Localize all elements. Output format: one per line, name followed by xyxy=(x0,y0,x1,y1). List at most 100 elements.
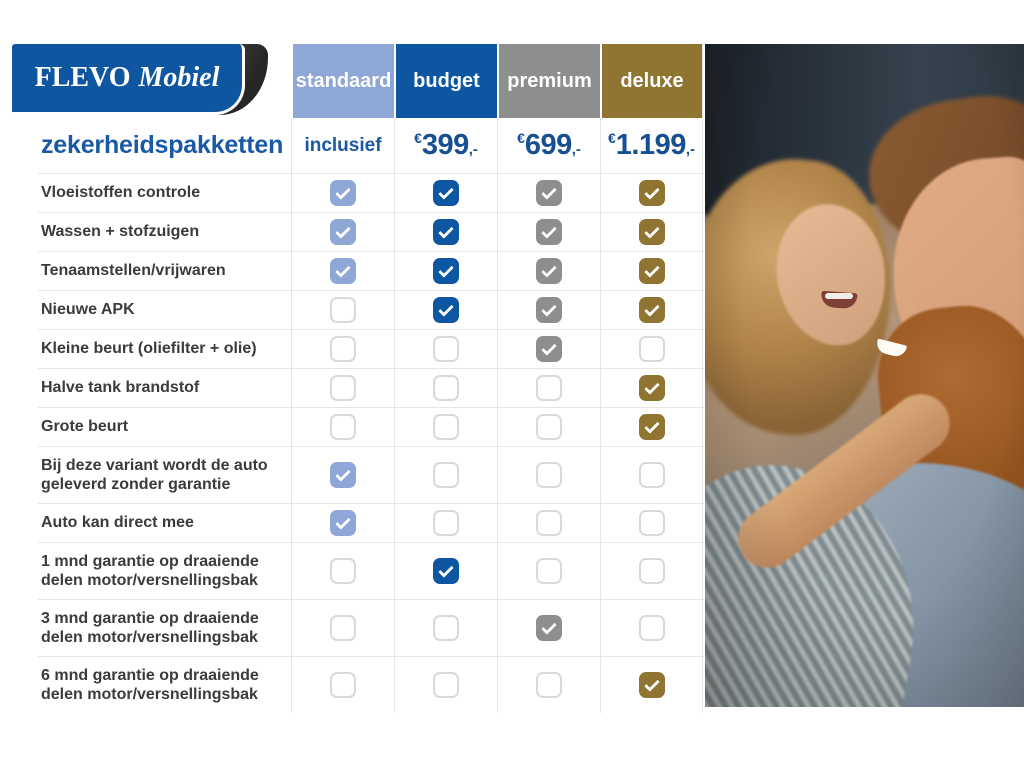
checkbox-premium xyxy=(536,375,562,401)
checkbox-deluxe xyxy=(638,414,665,440)
checkbox-standaard xyxy=(330,462,356,488)
price-row: zekerheidspakketten inclusief €399,- €69… xyxy=(38,118,704,173)
brand-logo: FLEVO Mobiel xyxy=(12,44,268,115)
checkbox-deluxe xyxy=(638,558,665,584)
price-deluxe: €1.199,- xyxy=(600,118,703,173)
checkbox-budget xyxy=(433,219,459,245)
checkbox-deluxe xyxy=(638,336,665,362)
checkbox-budget xyxy=(433,462,459,488)
checkbox-budget xyxy=(433,297,459,323)
feature-label: Halve tank brandstof xyxy=(41,379,200,397)
checkbox-premium xyxy=(536,336,562,362)
feature-label: Grote beurt xyxy=(41,418,129,436)
table-row: Vloeistoffen controle xyxy=(38,173,704,212)
price-premium: €699,- xyxy=(497,118,600,173)
checkbox-budget xyxy=(433,375,459,401)
logo-text-primary: FLEVO xyxy=(34,62,131,93)
checkbox-premium xyxy=(536,672,562,698)
header-spacer xyxy=(38,44,291,118)
price-suffix: ,- xyxy=(571,141,581,158)
logo-text-secondary: Mobiel xyxy=(138,62,220,93)
price-amount: 399 xyxy=(421,129,469,161)
checkbox-premium xyxy=(536,558,562,584)
table-row: Tenaamstellen/vrijwaren xyxy=(38,251,704,290)
checkbox-budget xyxy=(433,615,459,641)
checkbox-budget xyxy=(433,180,459,206)
table-row: Wassen + stofzuigen xyxy=(38,212,704,251)
page-title: zekerheidspakketten xyxy=(41,131,284,159)
promo-photo-couple-in-car xyxy=(705,44,1024,707)
currency-symbol: € xyxy=(607,130,616,146)
checkbox-premium xyxy=(536,462,562,488)
logo-block: FLEVO Mobiel xyxy=(12,44,245,115)
table-row: Kleine beurt (oliefilter + olie) xyxy=(38,329,704,368)
checkbox-budget xyxy=(433,672,459,698)
feature-label: 3 mnd garantie op draaiende delen motor/… xyxy=(41,609,259,646)
table-row: 6 mnd garantie op draaiende delen motor/… xyxy=(38,656,704,713)
checkbox-standaard xyxy=(330,336,356,362)
checkbox-deluxe xyxy=(638,180,665,206)
checkbox-standaard xyxy=(330,375,356,401)
table-row: Bij deze variant wordt de auto geleverd … xyxy=(38,446,704,503)
checkbox-budget xyxy=(433,258,459,284)
checkbox-deluxe xyxy=(638,462,665,488)
table-row: Nieuwe APK xyxy=(38,290,704,329)
checkbox-deluxe xyxy=(638,510,665,536)
price-amount: 1.199 xyxy=(615,129,687,161)
price-amount: 699 xyxy=(524,129,572,161)
checkbox-premium xyxy=(536,510,562,536)
checkbox-standaard xyxy=(330,297,356,323)
table-row: 3 mnd garantie op draaiende delen motor/… xyxy=(38,599,704,656)
checkbox-budget xyxy=(433,558,459,584)
table-row: Halve tank brandstof xyxy=(38,368,704,407)
package-header-standaard: standaard xyxy=(291,44,394,118)
feature-label: Kleine beurt (oliefilter + olie) xyxy=(41,340,257,358)
feature-label: Wassen + stofzuigen xyxy=(41,223,200,241)
checkbox-budget xyxy=(433,510,459,536)
checkbox-standaard xyxy=(330,672,356,698)
package-header-budget: budget xyxy=(394,44,497,118)
currency-symbol: € xyxy=(517,130,525,146)
checkbox-standaard xyxy=(330,258,356,284)
table-row: Auto kan direct mee xyxy=(38,503,704,542)
checkbox-deluxe xyxy=(638,375,665,401)
feature-label: 1 mnd garantie op draaiende delen motor/… xyxy=(41,552,259,589)
checkbox-deluxe xyxy=(638,672,665,698)
feature-label: Bij deze variant wordt de auto geleverd … xyxy=(41,456,268,493)
checkbox-premium xyxy=(536,180,562,206)
feature-label: Nieuwe APK xyxy=(41,301,135,319)
checkbox-deluxe xyxy=(638,615,665,641)
checkbox-premium xyxy=(536,414,562,440)
feature-label: 6 mnd garantie op draaiende delen motor/… xyxy=(41,666,259,703)
currency-symbol: € xyxy=(414,130,422,146)
checkbox-standaard xyxy=(330,414,356,440)
checkbox-standaard xyxy=(330,558,356,584)
table-row: Grote beurt xyxy=(38,407,704,446)
checkbox-deluxe xyxy=(638,258,665,284)
price-standaard: inclusief xyxy=(291,118,394,173)
photo-woman-teeth xyxy=(825,293,853,299)
package-header-row: standaard budget premium deluxe xyxy=(38,44,704,118)
checkbox-budget xyxy=(433,414,459,440)
photo-vignette xyxy=(705,44,1024,707)
table-row: 1 mnd garantie op draaiende delen motor/… xyxy=(38,542,704,599)
checkbox-standaard xyxy=(330,180,356,206)
package-comparison-table: standaard budget premium deluxe zekerhei… xyxy=(38,44,704,713)
checkbox-deluxe xyxy=(638,219,665,245)
price-text: inclusief xyxy=(304,134,382,156)
checkbox-premium xyxy=(536,615,562,641)
checkbox-premium xyxy=(536,219,562,245)
feature-label: Vloeistoffen controle xyxy=(41,184,201,202)
checkbox-standaard xyxy=(330,219,356,245)
checkbox-premium xyxy=(536,297,562,323)
package-header-premium: premium xyxy=(497,44,600,118)
price-budget: €399,- xyxy=(394,118,497,173)
feature-label: Tenaamstellen/vrijwaren xyxy=(41,262,226,280)
checkbox-standaard xyxy=(330,510,356,536)
price-suffix: ,- xyxy=(685,141,696,158)
checkbox-budget xyxy=(433,336,459,362)
checkbox-standaard xyxy=(330,615,356,641)
package-header-deluxe: deluxe xyxy=(600,44,703,118)
checkbox-premium xyxy=(536,258,562,284)
